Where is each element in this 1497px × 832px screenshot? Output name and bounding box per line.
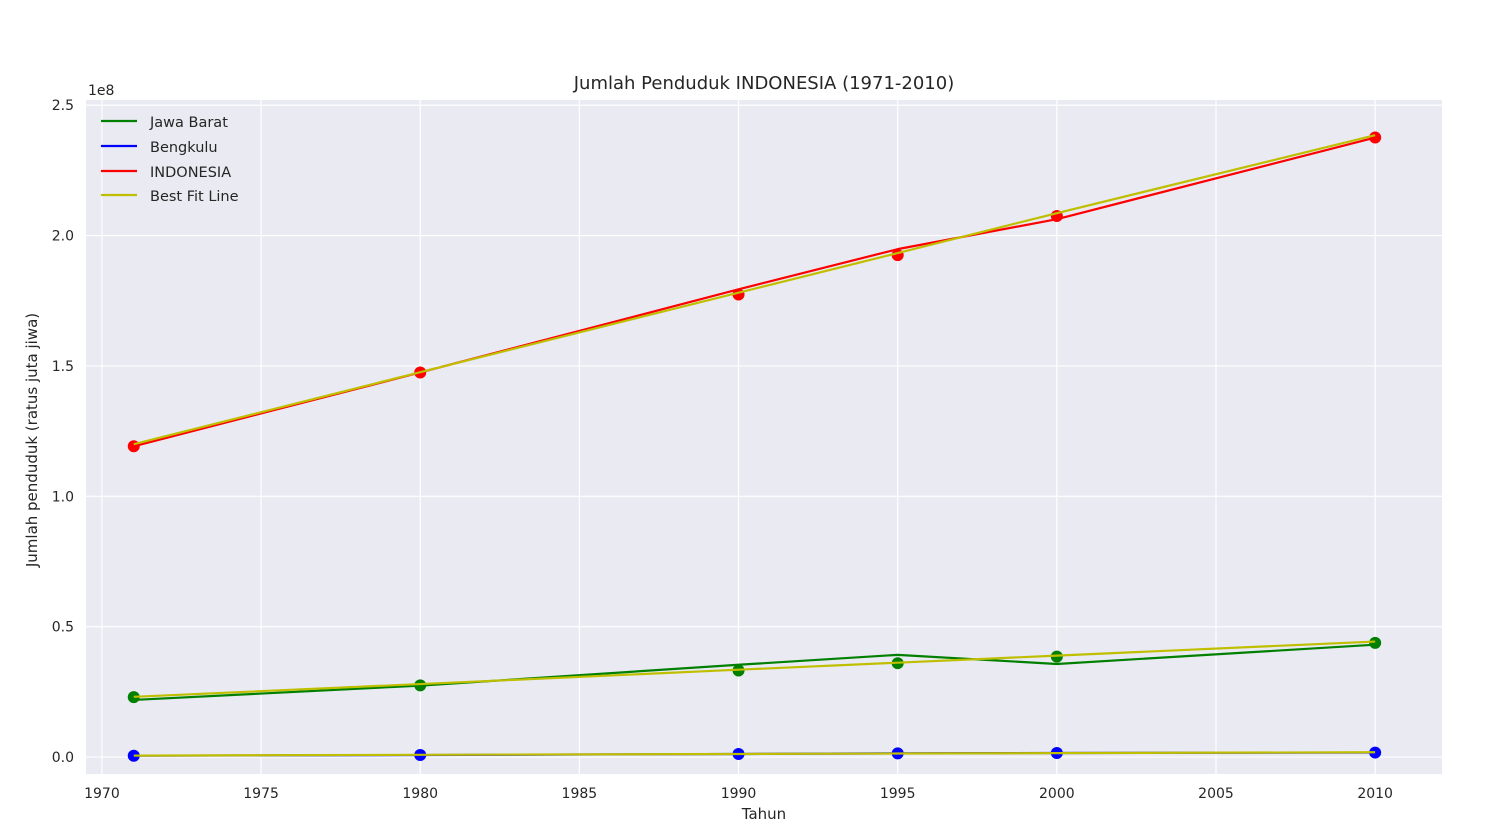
x-tick-label: 2010 [1357,786,1393,802]
best-fit-line-jawa-barat [133,640,1376,698]
data-point-jawa-barat [1369,636,1382,649]
legend-label-best-fit-line: Best Fit Line [150,189,239,205]
data-point-indonesia [1369,131,1382,144]
y-tick-label: 1.5 [52,359,74,375]
x-tick-label: 1985 [562,786,598,802]
x-tick-label: 1970 [84,786,120,802]
legend-label-indonesia: INDONESIA [150,165,231,181]
x-tick-label: 2005 [1198,786,1234,802]
best-fit-line-bengkulu [133,751,1376,757]
y-axis-offset-text: 1e8 [88,83,114,99]
x-axis-ticks: 1970 1975 1980 1985 1990 1995 2000 2005 2010 [84,786,1393,802]
data-point-bengkulu [127,749,140,762]
best-fit-line-indonesia [133,134,1376,446]
legend-label-bengkulu: Bengkulu [150,140,218,156]
best-fit-lines [133,134,1376,757]
data-point-jawa-barat [127,691,140,704]
legend: Jawa Barat Bengkulu INDONESIA Best Fit L… [101,115,239,205]
legend-label-jawa-barat: Jawa Barat [149,115,228,131]
chart-title: Jumlah Penduduk INDONESIA (1971-2010) [573,73,955,94]
x-tick-label: 1995 [880,786,916,802]
y-tick-label: 0.5 [52,620,74,636]
y-tick-label: 0.0 [52,750,74,766]
y-tick-label: 2.5 [52,98,74,114]
plot-area [86,100,1442,774]
x-axis-label: Tahun [741,805,786,823]
x-tick-label: 1975 [243,786,279,802]
x-tick-label: 1980 [402,786,438,802]
x-tick-label: 2000 [1039,786,1075,802]
y-tick-label: 2.0 [52,229,74,245]
series-line-jawa-barat [133,643,1376,702]
grid [86,100,1442,774]
y-axis-ticks: 0.0 0.5 1.0 1.5 2.0 2.5 [52,98,74,766]
y-tick-label: 1.0 [52,489,74,505]
y-axis-label: Jumlah penduduk (ratus juta jiwa) [23,313,41,568]
data-point-jawa-barat [414,679,427,692]
x-tick-label: 1990 [721,786,757,802]
